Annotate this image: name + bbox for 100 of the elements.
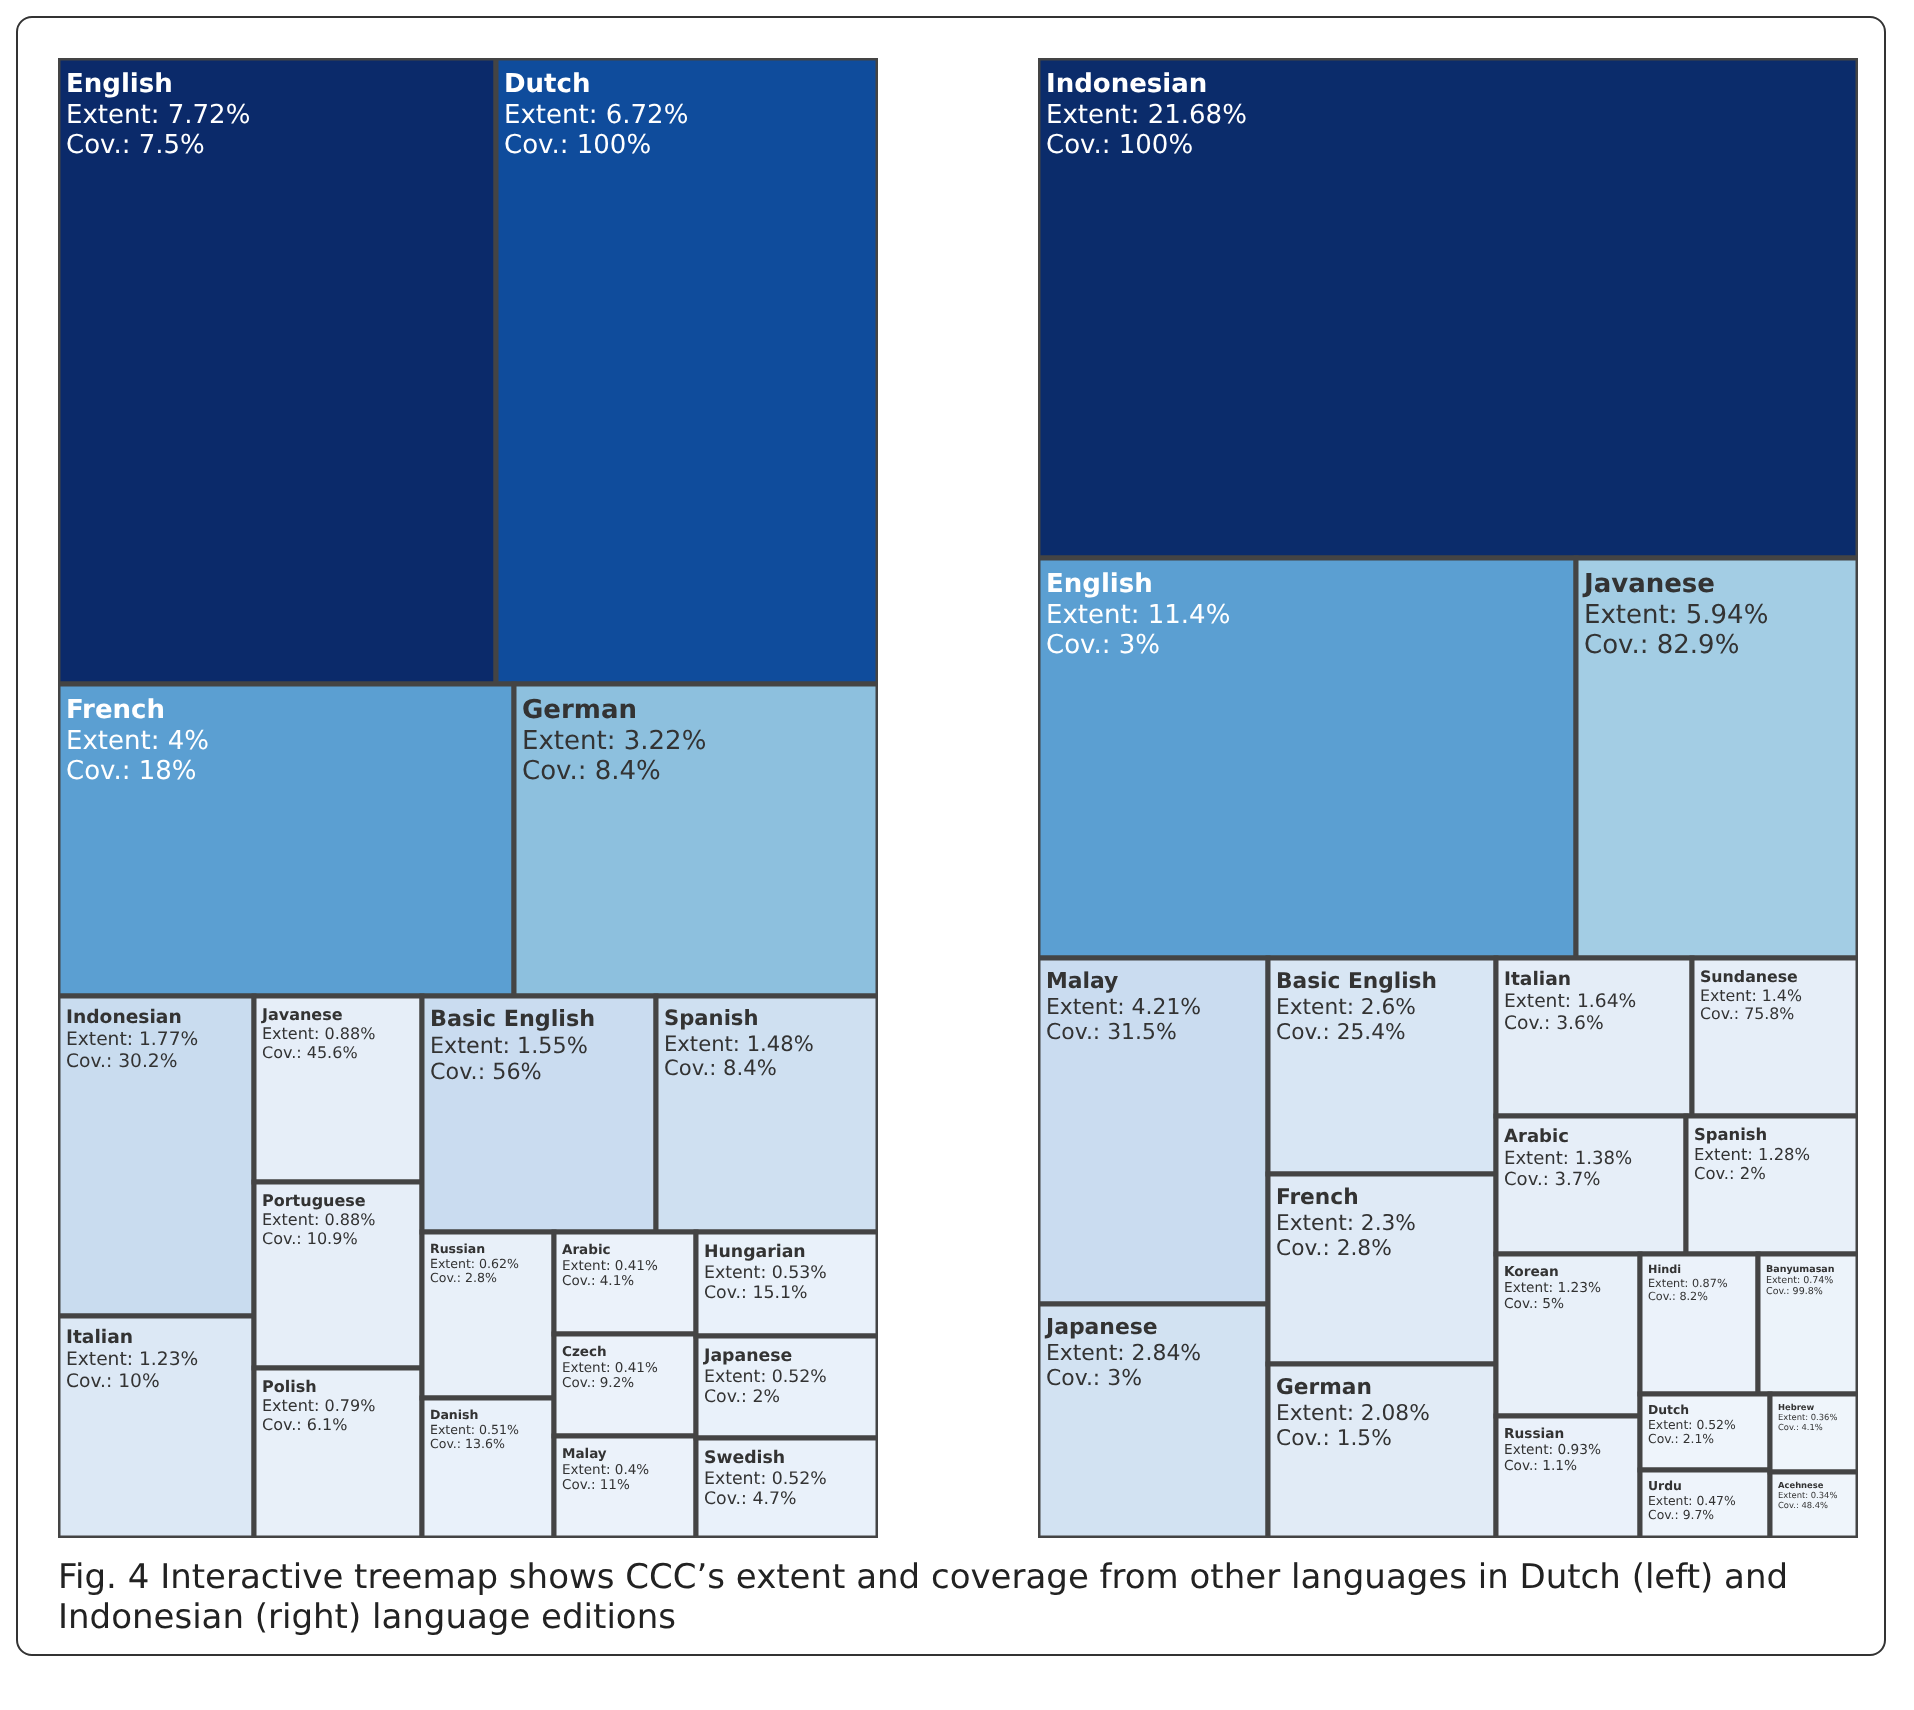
- category-label: French: [1276, 1183, 1359, 1210]
- category-label: Portuguese: [262, 1192, 367, 1210]
- text: Cov.:: [66, 1050, 113, 1073]
- data-label: 10.9%: [306, 1229, 359, 1248]
- text: Cov.:: [1276, 1424, 1330, 1451]
- category-label: Dutch: [504, 70, 591, 100]
- text: Cov.:: [704, 1388, 747, 1409]
- data-label: 15.1%: [752, 1284, 808, 1305]
- data-label: 1.55%: [517, 1033, 588, 1060]
- category-label: Spanish: [1694, 1124, 1768, 1145]
- text: Extent:: [1504, 991, 1572, 1014]
- series-label: Extent:: [66, 101, 168, 132]
- data-label: 2.08%: [1360, 1399, 1430, 1426]
- data-label: 1.48%: [746, 1032, 814, 1057]
- category-label: Swedish: [704, 1449, 786, 1470]
- data-label: 7.72%: [167, 101, 251, 132]
- category-label: Indonesian: [66, 1006, 182, 1029]
- category-label: Japanese: [702, 1347, 793, 1368]
- data-label: 1.77%: [139, 1029, 199, 1052]
- data-label: 25.4%: [1336, 1018, 1406, 1045]
- data-label: 3.22%: [623, 727, 707, 758]
- text: Extent:: [704, 1368, 767, 1389]
- category-label: Indonesian: [1046, 70, 1208, 100]
- data-label: 0.88%: [324, 1025, 377, 1044]
- data-label: 21.68%: [1147, 101, 1247, 132]
- text: Cov.:: [262, 1229, 302, 1248]
- category-label: Arabic: [1504, 1128, 1569, 1149]
- category-label: Polish: [262, 1378, 318, 1396]
- data-label: 1.64%: [1577, 991, 1637, 1014]
- text: Cov.:: [430, 1058, 486, 1085]
- category-label: Italian: [66, 1326, 134, 1349]
- category-label: Javanese: [1582, 570, 1716, 600]
- category-label: Malay: [1046, 967, 1119, 994]
- category-label: English: [66, 70, 173, 100]
- data-label: 82.9%: [1656, 631, 1740, 662]
- data-label: 6.72%: [605, 101, 689, 132]
- text: Cov.:: [1504, 1012, 1551, 1035]
- text: Extent:: [1276, 1209, 1354, 1236]
- data-label: 7.5%: [138, 131, 205, 162]
- category-label: Spanish: [664, 1007, 759, 1032]
- data-label: 2.6%: [1360, 993, 1416, 1020]
- text: Cov.:: [1584, 631, 1649, 662]
- text: Cov.:: [262, 1415, 302, 1434]
- category-label: Japanese: [1044, 1313, 1158, 1340]
- text: Cov.:: [504, 131, 569, 162]
- text: Cov.:: [1046, 1019, 1101, 1046]
- data-label: 100%: [576, 131, 652, 162]
- category-label: German: [522, 696, 637, 726]
- text: Extent:: [66, 1029, 134, 1052]
- data-label: 3.7%: [1554, 1170, 1602, 1191]
- data-label: 0.52%: [771, 1368, 827, 1389]
- data-label: 30.2%: [118, 1050, 178, 1073]
- text: Cov.:: [1046, 631, 1111, 662]
- category-label: Basic English: [1276, 967, 1437, 994]
- text: Cov.:: [1276, 1234, 1330, 1261]
- text: Cov.:: [704, 1284, 747, 1305]
- data-label: 10%: [118, 1370, 160, 1393]
- data-label: 56%: [492, 1058, 542, 1085]
- data-label: 18%: [138, 757, 197, 788]
- text: Extent:: [262, 1211, 320, 1230]
- data-label: 5.94%: [1685, 601, 1769, 632]
- data-label: 0.88%: [324, 1211, 377, 1230]
- text: Extent:: [704, 1264, 767, 1285]
- category-label: French: [66, 696, 165, 726]
- data-label: 100%: [1118, 131, 1194, 162]
- category-label: Basic English: [430, 1006, 596, 1033]
- data-label: 4%: [167, 727, 209, 758]
- text: Extent:: [1276, 1399, 1354, 1426]
- caption: Fig. 4 Interactive treemap shows CCC’s extent and coverage from other languages in Dutch (left) and Indonesian (right) language editions: [58, 1558, 1791, 1638]
- text: Extent:: [1046, 1340, 1125, 1367]
- category-label: Javanese: [260, 1006, 344, 1024]
- data-label: 8.4%: [723, 1056, 777, 1081]
- data-label: 1.5%: [1336, 1424, 1392, 1451]
- text: Cov.:: [664, 1056, 717, 1081]
- data-label: 31.5%: [1107, 1019, 1177, 1046]
- text: Cov.:: [1046, 131, 1119, 162]
- data-label: 2%: [752, 1388, 780, 1409]
- text: Extent:: [664, 1032, 740, 1057]
- text: Cov.:: [66, 131, 139, 162]
- data-label: 3%: [1118, 631, 1160, 662]
- text: Extent:: [1276, 993, 1354, 1020]
- series-label: Extent:: [1046, 101, 1148, 132]
- data-label: 2%: [1739, 1162, 1767, 1183]
- data-label: 1.23%: [139, 1349, 199, 1372]
- data-label: 4.7%: [752, 1490, 797, 1511]
- text: Extent:: [1694, 1144, 1753, 1165]
- data-label: 8.4%: [594, 757, 661, 788]
- text: Extent:: [504, 101, 598, 132]
- data-label: 3%: [1107, 1365, 1142, 1392]
- text: Cov.:: [1504, 1170, 1549, 1191]
- text: Extent:: [66, 1349, 134, 1372]
- text: Cov.:: [262, 1043, 302, 1062]
- text: Cov.:: [704, 1490, 747, 1511]
- data-label: 4.21%: [1131, 994, 1202, 1021]
- data-label: 0.52%: [771, 1470, 827, 1491]
- text: Cov.:: [522, 757, 587, 788]
- data-label: 45.6%: [306, 1043, 359, 1062]
- text: Extent:: [704, 1470, 767, 1491]
- data-label: 3.6%: [1556, 1012, 1604, 1035]
- text: Cov.:: [1694, 1162, 1735, 1183]
